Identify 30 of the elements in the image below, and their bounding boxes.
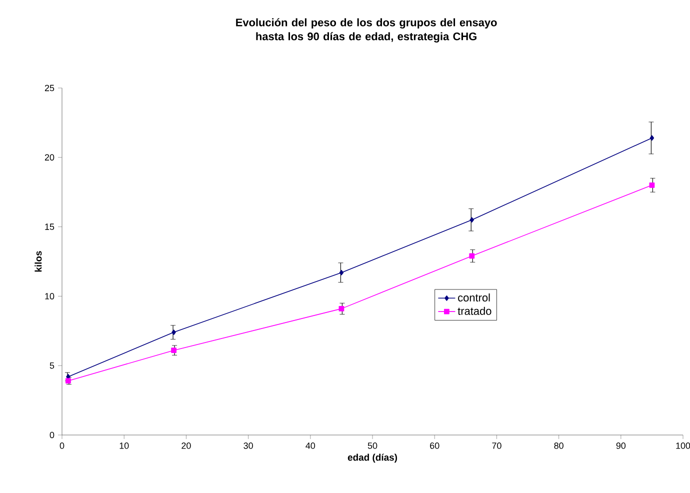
x-tick-label: 30 xyxy=(244,442,253,449)
x-tick-label: 90 xyxy=(616,442,626,449)
point xyxy=(650,135,654,141)
x-tick-label: 10 xyxy=(120,442,129,449)
legend-label: control xyxy=(458,293,490,302)
point xyxy=(338,306,344,312)
x-tick-label: 60 xyxy=(430,442,440,449)
y-axis-title: kilos xyxy=(34,251,42,272)
x-tick-label: 70 xyxy=(492,442,502,449)
x-tick-label: 80 xyxy=(554,442,564,449)
y-tick-label: 20 xyxy=(44,154,54,161)
y-tick-label: 10 xyxy=(45,293,54,300)
y-tick-label: 0 xyxy=(50,432,54,438)
x-axis-title: edad (días) xyxy=(348,454,398,463)
x-tick-label: 50 xyxy=(368,442,378,449)
point xyxy=(470,217,474,223)
y-tick-label: 25 xyxy=(44,84,54,92)
legend-label: tratado xyxy=(458,306,492,315)
point xyxy=(339,270,344,276)
point xyxy=(171,348,176,354)
x-tick-label: 20 xyxy=(182,442,191,449)
point xyxy=(469,253,475,259)
point xyxy=(172,330,176,335)
point xyxy=(649,182,655,188)
x-tick-label: 100 xyxy=(676,442,690,449)
y-tick-label: 15 xyxy=(45,224,54,230)
x-tick-label: 0 xyxy=(60,442,64,449)
y-tick-label: 5 xyxy=(50,362,54,369)
x-tick-label: 40 xyxy=(306,442,316,449)
chart-title: Evolución del peso de los dos grupos del ensayo hasta los 90 días de edad, estrategia CHG xyxy=(236,18,497,43)
